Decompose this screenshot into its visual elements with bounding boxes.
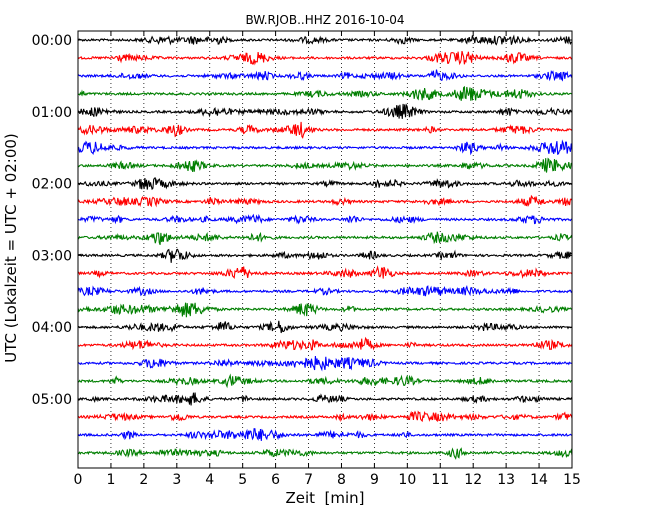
x-tick-label: 14 xyxy=(530,472,548,488)
y-tick-label: 01:00 xyxy=(32,105,72,121)
y-axis-label: UTC (Lokalzeit = UTC + 02:00) xyxy=(2,133,20,363)
x-tick-label: 15 xyxy=(563,472,581,488)
trace-0245 xyxy=(77,231,573,245)
y-axis-ticks: 00:00 01:00 02:00 03:00 04:00 05:00 xyxy=(32,33,572,408)
trace-0045 xyxy=(77,85,573,101)
x-tick-label: 8 xyxy=(337,472,346,488)
trace-0500 xyxy=(77,392,573,406)
x-tick-label: 2 xyxy=(139,472,148,488)
x-tick-label: 0 xyxy=(74,472,83,488)
trace-0145 xyxy=(77,157,573,173)
trace-0015 xyxy=(77,50,573,66)
x-axis-label: Zeit [min] xyxy=(285,489,364,507)
x-tick-label: 10 xyxy=(398,472,416,488)
x-tick-label: 7 xyxy=(304,472,313,488)
x-tick-label: 9 xyxy=(370,472,379,488)
seismogram-traces xyxy=(77,34,573,460)
x-tick-label: 11 xyxy=(431,472,449,488)
grid-lines xyxy=(110,31,540,468)
trace-0515 xyxy=(77,410,573,423)
trace-0315 xyxy=(77,265,573,280)
trace-0100 xyxy=(77,103,573,119)
x-tick-label: 13 xyxy=(497,472,515,488)
x-tick-label: 6 xyxy=(271,472,280,488)
y-tick-label: 04:00 xyxy=(32,320,72,336)
x-tick-label: 12 xyxy=(464,472,482,488)
y-tick-label: 03:00 xyxy=(32,248,72,264)
x-axis-ticks: 0 1 2 3 4 5 6 7 8 9 10 11 12 13 14 15 xyxy=(74,31,581,488)
chart-title: BW.RJOB..HHZ 2016-10-04 xyxy=(245,13,404,27)
trace-0000 xyxy=(77,34,573,46)
x-tick-label: 1 xyxy=(106,472,115,488)
trace-0230 xyxy=(77,213,573,225)
trace-0130 xyxy=(77,139,573,156)
trace-0030 xyxy=(77,69,573,82)
trace-0345 xyxy=(77,302,573,318)
trace-0215 xyxy=(77,194,573,208)
trace-0300 xyxy=(77,248,573,263)
plot-frame xyxy=(77,30,573,469)
x-tick-label: 4 xyxy=(205,472,214,488)
trace-0400 xyxy=(77,320,573,334)
y-tick-label: 00:00 xyxy=(32,33,72,49)
trace-0200 xyxy=(77,177,573,191)
y-tick-label: 02:00 xyxy=(32,177,72,193)
trace-0330 xyxy=(77,285,573,297)
trace-0115 xyxy=(77,121,573,139)
x-tick-label: 3 xyxy=(172,472,181,488)
x-tick-label: 5 xyxy=(238,472,247,488)
trace-0430 xyxy=(77,355,573,372)
trace-0445 xyxy=(77,373,573,389)
y-tick-label: 05:00 xyxy=(32,392,72,408)
trace-0545 xyxy=(77,447,573,460)
trace-0530 xyxy=(77,428,573,441)
trace-0415 xyxy=(77,336,573,351)
